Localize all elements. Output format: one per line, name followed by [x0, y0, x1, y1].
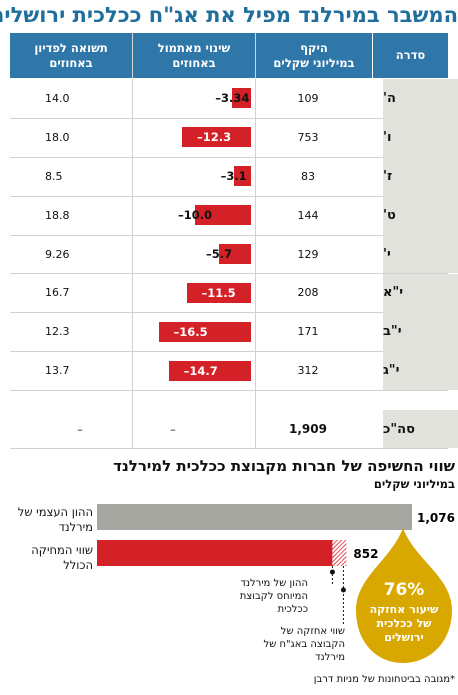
equity-value-label: 1,076 [417, 511, 455, 525]
column-divider [255, 33, 256, 448]
header-change: שינוי מאתמול באחוזים [133, 33, 255, 78]
row-scope: 312 [297, 364, 319, 378]
change-bar [158, 321, 251, 342]
badge-value: 76% [384, 580, 425, 600]
badge-text-line: שיעור אחזקה [370, 603, 439, 616]
equity-bar [97, 504, 412, 530]
row-category: ט' [383, 195, 458, 235]
table-row: ט' 144 10.0– 18.8 [10, 195, 458, 236]
table-row: י"ג 312 14.7– 13.7 [10, 351, 458, 392]
header-category-label: סדרה [395, 48, 426, 62]
row-yield: 16.7 [45, 286, 70, 300]
table-row: ז' 83 3.1– 8.5 [10, 156, 458, 197]
change-value-label: 3.1– [220, 169, 247, 184]
row-category: י"ג [383, 351, 458, 391]
total-row: סה"כ 1,909 – – [10, 410, 458, 449]
change-value-label: 16.5– [173, 324, 208, 339]
row-scope: 753 [297, 130, 319, 144]
row-scope: 171 [297, 325, 319, 339]
badge-text-line: של ככלכית [377, 617, 433, 630]
header-scope-label: היקף [300, 40, 328, 55]
row-category: י"א [383, 273, 458, 313]
row-scope: 208 [297, 286, 319, 300]
badge-shape [356, 528, 452, 663]
row-yield: 8.5 [45, 169, 63, 183]
row-category: י' [383, 234, 458, 274]
row-scope: 109 [297, 91, 319, 105]
exposure-unit: במיליוני שקלים [373, 477, 455, 491]
change-bar [182, 127, 251, 148]
row-yield: 12.3 [45, 325, 70, 339]
row-yield: 14.0 [45, 91, 70, 105]
change-bar [232, 88, 251, 109]
writeoff-value-label: 852 [353, 547, 378, 561]
row-category: ז' [383, 156, 458, 196]
row-yield: 18.0 [45, 130, 70, 144]
row-category: ה' [383, 79, 458, 118]
row-category: ו' [383, 117, 458, 157]
header-yield-unit: באחוזים [49, 55, 93, 70]
total-scope: 1,909 [289, 422, 327, 436]
change-bar [168, 360, 251, 381]
holding-dot [340, 587, 346, 593]
change-value-label: 14.7– [183, 363, 218, 378]
row-scope: 83 [301, 169, 315, 183]
row-yield: 9.26 [45, 247, 70, 261]
writeoff-label: שווי המחיקה הכולל [31, 543, 93, 572]
change-bar [186, 282, 251, 303]
equity-label: ההון העצמי של מירלנד [17, 505, 93, 534]
column-divider [132, 33, 133, 448]
table-row: י"ב 171 16.5– 12.3 [10, 312, 458, 353]
change-bar [219, 244, 251, 265]
change-bar [195, 205, 251, 226]
total-yield: – [77, 422, 83, 436]
change-value-label: 3.34– [215, 91, 250, 106]
table-row: י' 129 5.7– 9.26 [10, 234, 458, 275]
table-row: ו' 753 12.3– 18.0 [10, 117, 458, 158]
footnote: *מגובה בביטחונות של מניות דרבן [313, 674, 455, 685]
total-change: – [170, 422, 176, 436]
change-value-label: 5.7– [206, 247, 233, 262]
change-bar [233, 166, 251, 187]
header-scope: היקף במיליוני שקלים [256, 33, 372, 78]
header-scope-unit: במיליוני שקלים [273, 55, 355, 70]
row-category: י"ב [383, 312, 458, 352]
row-scope: 144 [297, 208, 319, 222]
writeoff-bar [97, 540, 333, 566]
header-change-unit: באחוזים [172, 55, 216, 70]
exposure-title: שווי החשיפה של חברות מקבוצת ככלכית למירל… [113, 457, 455, 475]
change-value-label: 11.5– [201, 285, 236, 300]
badge-text-line: ירושלים [384, 631, 424, 644]
header-yield: תשואה לפדיון באחוזים [10, 33, 132, 78]
row-scope: 129 [297, 247, 319, 261]
equity-share-annotation: ההון של מירלנד המיוחס לקבוצת ככלכית [239, 578, 308, 615]
header-category: סדרה [373, 33, 448, 78]
holding-value-annotation: שווי אחזקה של הקבוצה באג"ח של מירלנד [263, 626, 345, 663]
change-value-label: 12.3– [197, 130, 232, 145]
row-yield: 13.7 [45, 364, 70, 378]
header-change-label: שינוי מאתמול [157, 40, 231, 55]
table-row: ה' 109 3.34– 14.0 [10, 79, 458, 119]
total-label: סה"כ [383, 410, 458, 448]
table-row: י"א 208 11.5– 16.7 [10, 273, 458, 314]
header-yield-label: תשואה לפדיון [34, 40, 108, 55]
change-value-label: 10.0– [177, 208, 213, 223]
row-yield: 18.8 [45, 208, 70, 222]
main-title: המשבר במירלנד מפיל את אג"ח ככלכית ירושלי… [0, 3, 458, 27]
equity-share-dot [329, 569, 335, 575]
holding-hatch-segment [332, 540, 347, 566]
